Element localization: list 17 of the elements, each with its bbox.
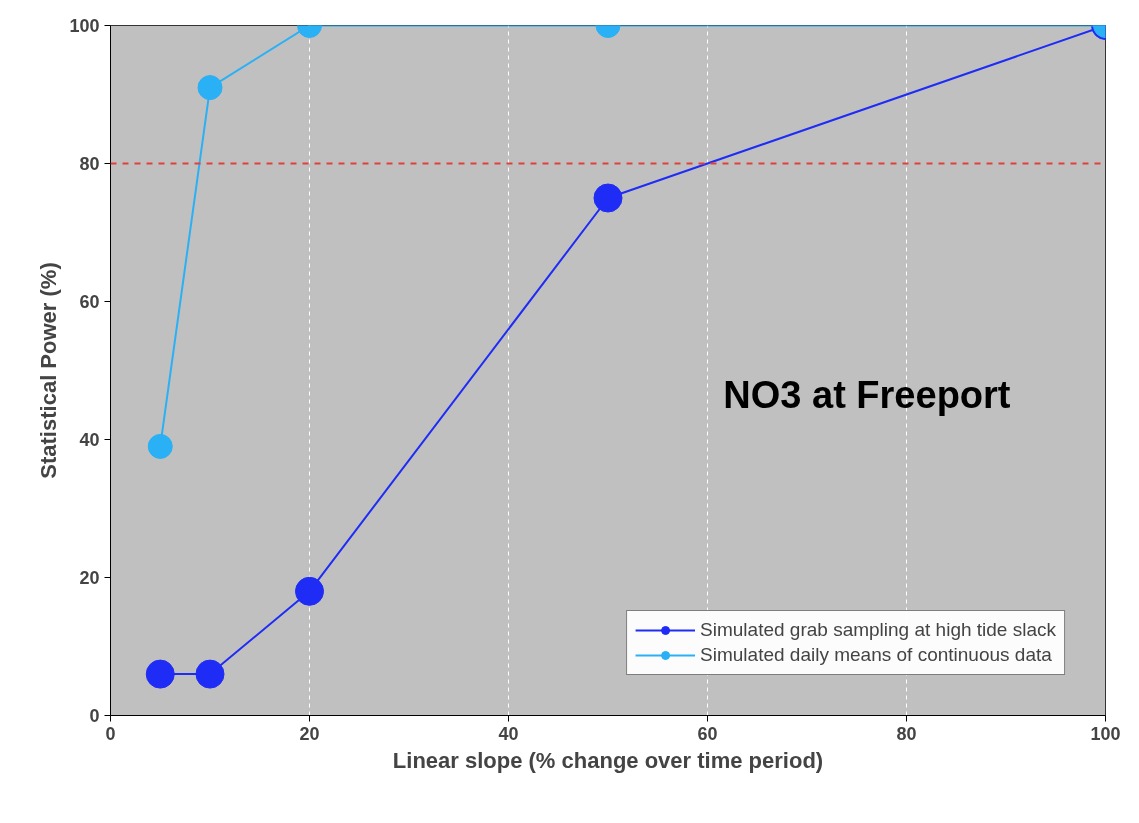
annotation: NO3 at Freeport — [723, 373, 1011, 416]
legend-label: Simulated grab sampling at high tide slack — [700, 619, 1056, 641]
y-tick-label: 40 — [79, 430, 100, 450]
y-tick-label: 60 — [79, 292, 100, 312]
x-tick-label: 60 — [697, 723, 718, 744]
x-tick-label: 20 — [299, 723, 320, 744]
y-tick-label: 80 — [79, 154, 100, 174]
legend-label: Simulated daily means of continuous data — [700, 644, 1052, 666]
y-tick-label: 100 — [69, 16, 100, 36]
x-tick-label: 40 — [498, 723, 519, 744]
x-axis-title: Linear slope (% change over time period) — [392, 747, 824, 773]
y-axis-title: Statistical Power (%) — [36, 262, 62, 479]
x-tick-label: 80 — [896, 723, 917, 744]
y-tick-label: 20 — [79, 568, 100, 588]
x-tick-label: 100 — [1090, 723, 1121, 744]
x-tick-label: 0 — [105, 723, 116, 744]
y-tick-label: 0 — [89, 706, 100, 726]
